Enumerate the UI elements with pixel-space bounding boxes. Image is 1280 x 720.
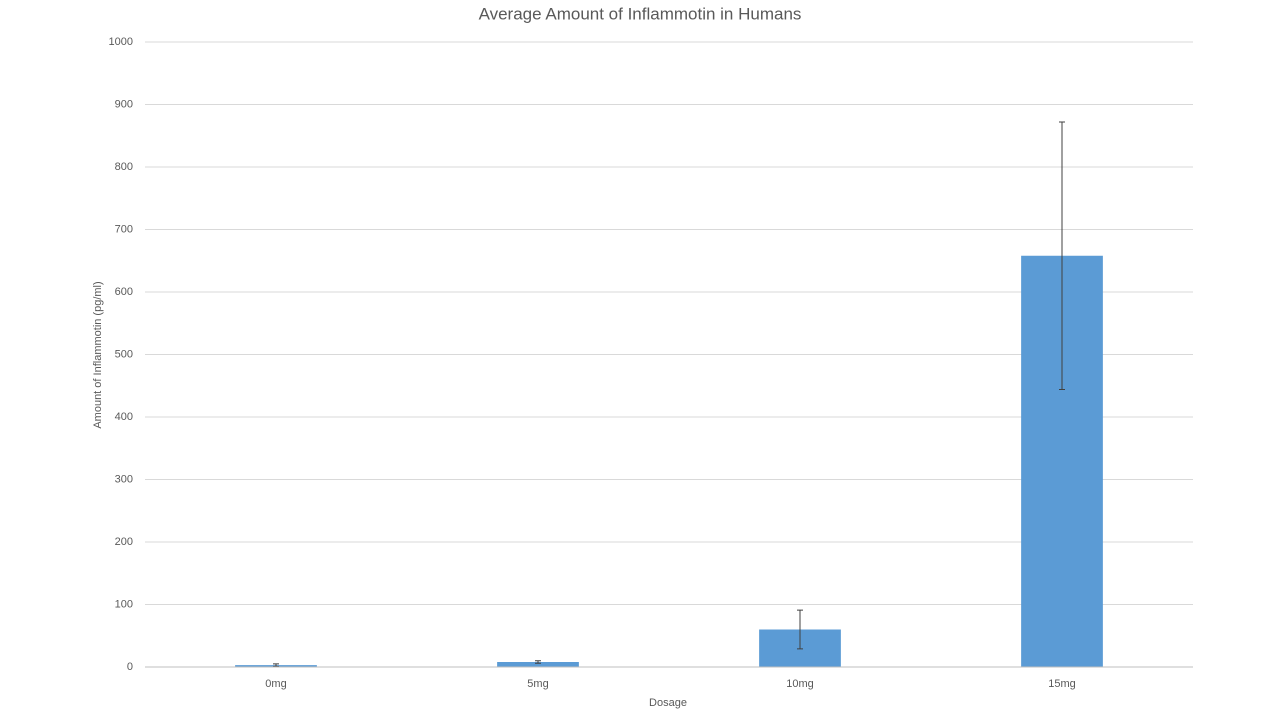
y-tick-label: 800 [115,161,133,173]
y-tick-label: 0 [127,661,133,673]
x-tick-label: 5mg [527,678,548,690]
y-tick-label: 400 [115,411,133,423]
x-tick-label: 15mg [1048,678,1076,690]
x-tick-label: 0mg [265,678,286,690]
y-tick-label: 200 [115,536,133,548]
error-bar [535,660,541,664]
error-bar [1059,121,1065,390]
y-tick-label: 600 [115,286,133,298]
y-tick-label: 1000 [109,36,133,48]
x-axis-title: Dosage [649,697,687,709]
x-tick-label: 10mg [786,678,814,690]
y-tick-label: 300 [115,473,133,485]
error-bar [797,609,803,650]
y-tick-label: 900 [115,98,133,110]
y-tick-label: 100 [115,598,133,610]
y-tick-label: 700 [115,223,133,235]
chart-title: Average Amount of Inflammotin in Humans [479,4,802,23]
y-axis-title: Amount of Inflammotin (pg/ml) [92,281,104,428]
error-bar [273,663,279,667]
bar [497,662,579,667]
y-tick-label: 500 [115,348,133,360]
